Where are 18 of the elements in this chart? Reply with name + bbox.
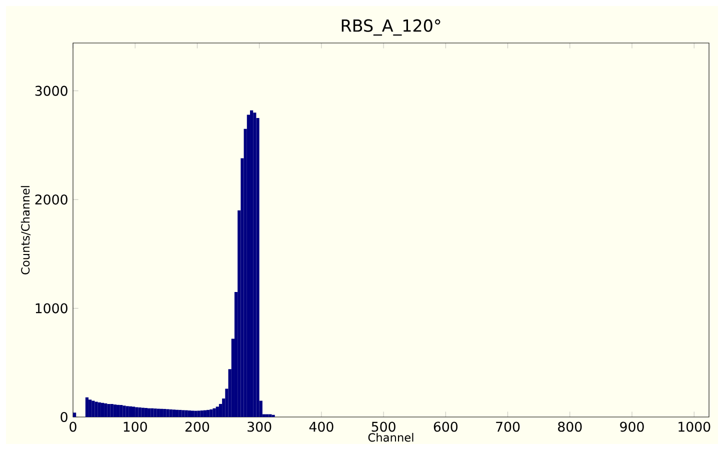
x-tick-label: 800: [558, 422, 582, 432]
x-tick-label: 200: [185, 422, 210, 432]
y-tick-label: 1000: [36, 303, 68, 314]
x-tick-label: 100: [124, 422, 147, 432]
x-tick-label: 700: [496, 422, 520, 432]
x-tick-label: 500: [372, 422, 396, 432]
x-tick-label: 400: [309, 422, 334, 432]
y-tick-label: 0: [60, 412, 68, 422]
x-tick-label: 600: [434, 422, 458, 432]
x-tick-label: 900: [620, 422, 644, 432]
y-axis-title: Counts/Channel: [20, 186, 31, 274]
y-tick-label: 2000: [35, 194, 68, 205]
x-tick-label: 300: [248, 422, 272, 432]
x-tick-label: 1000: [678, 422, 710, 432]
x-tick-label: 0: [70, 422, 76, 432]
x-axis-title: Channel: [368, 432, 414, 442]
chart-title: RBS_A_120°: [342, 19, 440, 36]
y-tick-label: 3000: [35, 86, 68, 96]
